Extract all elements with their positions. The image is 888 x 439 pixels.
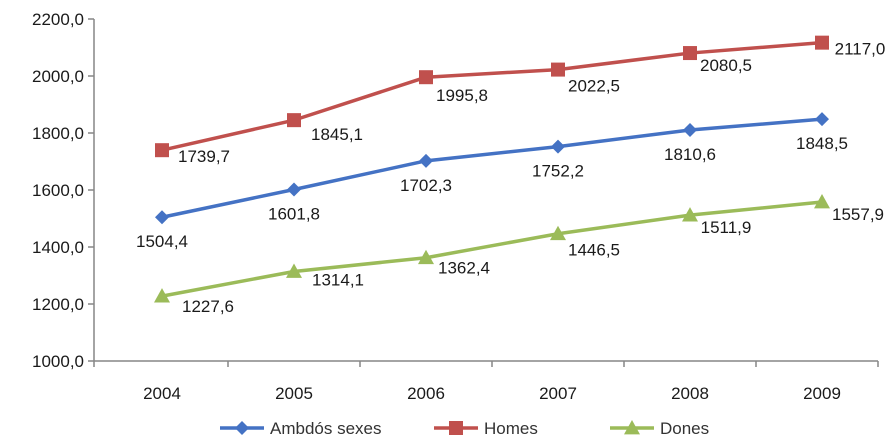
data-point	[286, 263, 302, 278]
legend-marker	[235, 421, 249, 435]
y-tick-label: 1400,0	[32, 238, 84, 257]
data-point	[814, 193, 830, 209]
data-point	[155, 210, 169, 225]
series-line	[161, 200, 823, 298]
y-tick-label: 1000,0	[32, 352, 84, 371]
x-tick-label: 2004	[143, 384, 181, 403]
x-tick-label: 2009	[803, 384, 841, 403]
x-tick-label: 2007	[539, 384, 577, 403]
legend-label: Homes	[484, 419, 538, 438]
series-ambd-s-sexes: 1504,4 1601,8 1702,3 1752,2 1810,6 1848,5	[136, 112, 848, 251]
data-point	[815, 112, 829, 127]
series-line	[161, 117, 823, 219]
data-label: 1446,5	[568, 241, 620, 260]
data-point	[683, 46, 697, 61]
data-point	[287, 113, 301, 128]
data-point	[154, 288, 170, 303]
y-axis-ticks: 1000,0 1200,0 1400,0 1600,0 1800,0 2000,0 2200…	[32, 10, 94, 371]
data-label: 1995,8	[436, 86, 488, 105]
data-label: 1702,3	[400, 176, 452, 195]
data-label: 1739,7	[178, 147, 230, 166]
data-point	[419, 153, 433, 168]
series-line	[161, 40, 823, 152]
data-point	[815, 35, 829, 50]
data-label: 1557,9	[832, 205, 884, 224]
legend-item: Ambdós sexes	[220, 419, 382, 438]
data-point	[418, 249, 434, 265]
data-label: 1362,4	[438, 259, 490, 278]
data-label: 1848,5	[796, 134, 848, 153]
y-tick-label: 1800,0	[32, 124, 84, 143]
legend-marker	[449, 421, 463, 435]
series-group: 1504,41601,81702,31752,21810,61848,51739…	[136, 35, 886, 316]
x-axis-ticks: 2004 2005 2006 2007 2008 2009	[93, 361, 879, 403]
data-label: 1314,1	[312, 270, 364, 289]
data-label: 1511,9	[701, 218, 752, 237]
x-tick-label: 2006	[407, 384, 445, 403]
data-point	[550, 225, 566, 241]
data-point	[683, 122, 697, 137]
data-point	[287, 182, 301, 197]
data-label: 2022,5	[568, 77, 620, 96]
legend: Ambdós sexes Homes Dones	[220, 419, 709, 438]
y-tick-label: 1200,0	[32, 295, 84, 314]
series-homes: 1739,7 1845,1 1995,8 2022,5 2080,5 2117,0	[155, 35, 886, 166]
legend-label: Ambdós sexes	[270, 419, 382, 438]
data-label: 1504,4	[136, 232, 188, 251]
data-label: 1601,8	[268, 204, 320, 223]
y-tick-label: 2200,0	[32, 10, 84, 29]
x-tick-label: 2008	[671, 384, 709, 403]
x-tick-label: 2005	[275, 384, 313, 403]
legend-marker	[624, 420, 640, 435]
data-point	[682, 207, 698, 222]
series-dones: 1227,6 1314,1 1362,4 1446,5 1511,9 1557,9	[154, 193, 884, 316]
y-tick-label: 1600,0	[32, 181, 84, 200]
data-label: 1810,6	[664, 145, 716, 164]
data-point	[419, 70, 433, 85]
data-label: 2080,5	[700, 56, 752, 75]
data-point	[155, 143, 169, 158]
data-point	[551, 62, 565, 77]
legend-label: Dones	[660, 419, 709, 438]
legend-item: Dones	[610, 419, 709, 438]
legend-item: Homes	[434, 419, 538, 438]
data-point	[551, 139, 565, 154]
data-label: 2117,0	[835, 40, 886, 59]
data-label: 1752,2	[532, 162, 584, 181]
y-tick-label: 2000,0	[32, 67, 84, 86]
data-label: 1227,6	[182, 297, 234, 316]
data-label: 1845,1	[311, 125, 363, 144]
